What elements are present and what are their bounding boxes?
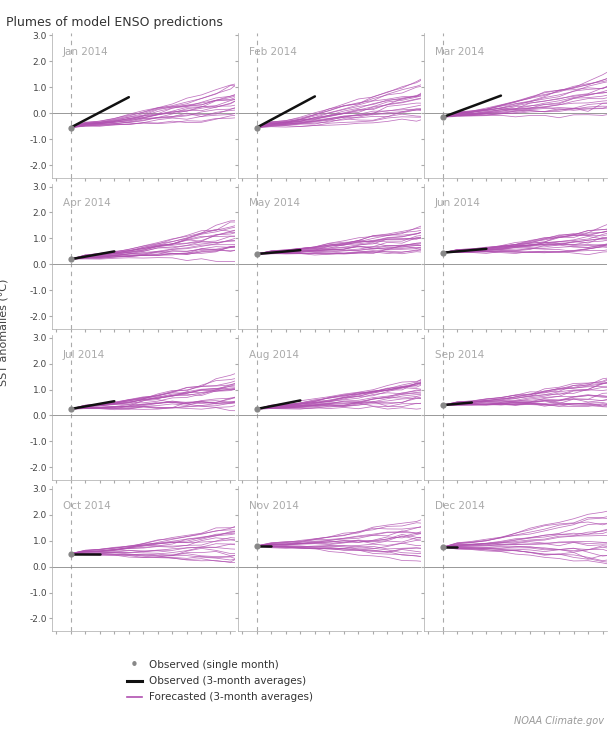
Text: NOAA Climate.gov: NOAA Climate.gov xyxy=(514,716,604,726)
Text: Observed (single month): Observed (single month) xyxy=(149,660,279,670)
Text: Jan 2014: Jan 2014 xyxy=(63,47,109,58)
Text: May 2014: May 2014 xyxy=(249,199,300,209)
Text: Forecasted (3-month averages): Forecasted (3-month averages) xyxy=(149,692,314,702)
Text: SST anomalies (°C): SST anomalies (°C) xyxy=(0,278,8,386)
Text: Mar 2014: Mar 2014 xyxy=(435,47,484,58)
Text: Jul 2014: Jul 2014 xyxy=(63,350,105,360)
Text: Observed (3-month averages): Observed (3-month averages) xyxy=(149,676,307,686)
Text: Aug 2014: Aug 2014 xyxy=(249,350,299,360)
Text: Dec 2014: Dec 2014 xyxy=(435,501,485,511)
Text: Feb 2014: Feb 2014 xyxy=(249,47,296,58)
Text: Sep 2014: Sep 2014 xyxy=(435,350,484,360)
Text: Nov 2014: Nov 2014 xyxy=(249,501,299,511)
Text: •: • xyxy=(130,658,138,672)
Text: Jun 2014: Jun 2014 xyxy=(435,199,481,209)
Text: Plumes of model ENSO predictions: Plumes of model ENSO predictions xyxy=(6,16,223,29)
Text: Oct 2014: Oct 2014 xyxy=(63,501,110,511)
Text: Apr 2014: Apr 2014 xyxy=(63,199,110,209)
